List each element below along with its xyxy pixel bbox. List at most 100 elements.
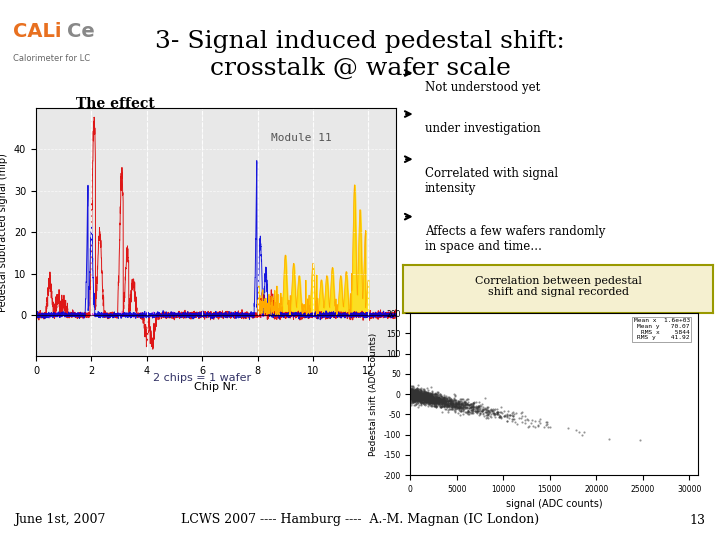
Point [444,399,456,407]
Point [407,387,418,395]
Point [413,388,424,397]
Point [438,402,450,410]
Point [410,393,421,402]
Point [441,400,453,409]
Point [430,399,441,408]
Point [470,403,482,412]
Point [462,403,473,411]
Point [495,402,506,411]
Point [431,393,443,401]
Point [408,386,420,395]
Point [427,393,438,401]
Point [438,399,449,408]
Point [435,393,446,401]
Point [440,400,451,408]
Point [420,392,431,401]
Point [410,388,421,396]
Point [529,417,541,426]
Point [481,408,492,417]
Point [405,392,416,400]
Point [428,396,439,405]
Point [409,395,420,404]
Point [533,416,544,425]
Point [418,394,430,403]
Point [407,395,418,403]
Point [413,393,424,402]
Point [425,391,436,400]
Point [414,388,426,396]
Point [444,396,456,404]
Point [432,400,444,408]
Point [410,394,422,402]
Point [489,409,500,418]
Point [508,408,519,416]
Point [472,402,484,410]
Point [426,393,438,402]
Point [485,404,497,413]
Point [415,394,427,402]
Point [454,403,466,411]
Point [409,389,420,398]
Point [421,397,433,406]
Y-axis label: Pedestal shift (ADC counts): Pedestal shift (ADC counts) [369,333,378,456]
Point [426,394,438,403]
Point [469,399,480,408]
Point [410,395,421,403]
Point [481,412,492,421]
Point [412,393,423,401]
Point [438,395,449,403]
Point [409,389,420,397]
Point [450,396,462,404]
Point [487,404,499,413]
Point [418,392,429,400]
Point [420,397,432,406]
Point [431,397,442,406]
Point [421,395,433,403]
Point [406,387,418,396]
Point [405,390,416,399]
Point [446,398,458,407]
Point [489,404,500,413]
Point [491,407,503,416]
Point [409,389,420,398]
Point [422,390,433,399]
Point [414,386,426,394]
Point [431,398,443,407]
Point [436,394,448,403]
Point [405,388,416,397]
Point [412,387,423,395]
Point [475,407,487,416]
Point [415,392,426,400]
Point [412,387,423,395]
Point [405,384,417,393]
Point [474,402,485,411]
Point [469,402,481,411]
Point [434,402,446,410]
Point [415,392,427,400]
Point [433,398,445,407]
Point [427,399,438,407]
Point [415,383,427,392]
Point [454,404,465,413]
Point [409,392,420,400]
Point [452,398,464,407]
Point [425,397,436,406]
Point [506,410,518,419]
Point [408,390,419,399]
Point [415,397,427,406]
Point [414,396,426,405]
Point [413,388,425,396]
Point [409,389,420,398]
Point [482,410,493,419]
Point [420,395,431,404]
Point [414,394,426,402]
Point [412,396,423,404]
Point [459,398,471,407]
Point [520,411,531,420]
Point [481,406,492,414]
Point [417,391,428,400]
Point [418,393,429,402]
Point [410,396,421,404]
Point [406,385,418,394]
Point [467,406,479,414]
